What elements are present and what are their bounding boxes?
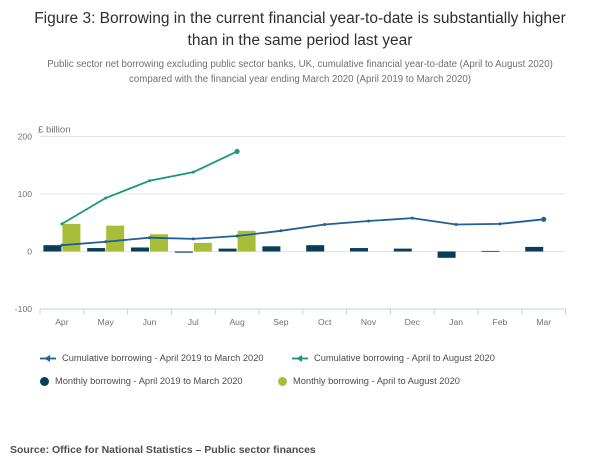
page-title: Figure 3: Borrowing in the current finan…: [34, 10, 566, 49]
data-point: [541, 216, 547, 222]
circle-marker-icon: [40, 376, 49, 386]
legend-label: Cumulative borrowing - April to August 2…: [314, 353, 495, 363]
x-tick-label: Oct: [318, 317, 332, 327]
x-tick-label: May: [98, 317, 115, 327]
y-axis-unit-label: £ billion: [38, 125, 71, 136]
source-note: Source: Office for National Statistics –…: [10, 444, 316, 456]
legend-item-monthly-2019: Monthly borrowing - April 2019 to March …: [40, 376, 243, 386]
legend-item-cumulative-2020: Cumulative borrowing - April to August 2…: [292, 353, 495, 363]
line-marker-icon: [292, 354, 308, 362]
data-point: [60, 243, 64, 247]
bar-may-s1: [106, 225, 125, 252]
x-tick-label: Sep: [273, 317, 289, 327]
line-series-1: [61, 150, 238, 225]
chart-canvas: 200 100 0 -100 £ billion Apr May Jun Jul Aug Sep Oc…: [15, 125, 567, 327]
bar-mar-s0: [525, 246, 544, 252]
x-tick-label: Aug: [229, 317, 245, 327]
bar-may-s0: [87, 248, 106, 252]
legend-item-monthly-2020: Monthly borrowing - April to August 2020: [278, 376, 460, 386]
data-point: [191, 170, 195, 174]
y-tick-label: 200: [18, 132, 33, 142]
x-tick-label: Jul: [188, 317, 199, 327]
data-point: [148, 179, 151, 183]
ons-figure3-page: Figure 3: Borrowing in the current finan…: [0, 8, 600, 470]
data-point: [104, 240, 108, 244]
x-tick-label: Nov: [361, 317, 377, 327]
bar-jan-s0: [437, 251, 456, 258]
x-tick-label: Feb: [492, 317, 507, 327]
bar-jul-s1: [193, 242, 212, 252]
data-point: [191, 237, 195, 241]
legend-label: Monthly borrowing - April 2019 to March …: [55, 376, 243, 386]
data-point: [323, 222, 327, 226]
x-tick-label: Jan: [449, 317, 463, 327]
legend-label: Monthly borrowing - April to August 2020: [293, 376, 460, 386]
bar-feb-s0: [481, 250, 500, 252]
bar-jul-s0: [174, 251, 193, 253]
borrowing-chart: 200 100 0 -100 £ billion Apr May Jun Jul Aug Sep Oc…: [0, 108, 600, 343]
data-point: [235, 234, 239, 238]
y-tick-label: -100: [15, 304, 32, 314]
line-series-0: [61, 217, 544, 247]
bar-jun-s0: [131, 247, 149, 252]
x-tick-label: Jun: [143, 317, 157, 327]
y-tick-label: 0: [27, 247, 32, 257]
data-point: [60, 222, 64, 226]
legend-label: Cumulative borrowing - April 2019 to Mar…: [62, 353, 264, 363]
bar-aug-s0: [218, 248, 237, 252]
bar-sep-s0: [262, 246, 281, 252]
data-point: [148, 236, 151, 240]
x-tick-label: Mar: [536, 317, 551, 327]
data-point: [367, 219, 370, 223]
data-point: [454, 222, 458, 226]
data-point: [234, 148, 240, 155]
x-tick-label: Dec: [405, 317, 421, 327]
data-point: [104, 196, 108, 200]
chart-legend: Cumulative borrowing - April 2019 to Mar…: [0, 351, 600, 399]
bar-oct-s0: [306, 245, 325, 252]
legend-item-cumulative-2019: Cumulative borrowing - April 2019 to Mar…: [40, 353, 264, 363]
chart-subtitle: Public sector net borrowing excluding pu…: [47, 59, 553, 85]
bar-jun-s1: [150, 234, 168, 252]
x-tick-label: Apr: [55, 317, 69, 327]
bar-apr-s1: [62, 223, 81, 252]
bar-dec-s0: [393, 248, 412, 252]
bar-apr-s0: [43, 245, 62, 252]
circle-marker-icon: [278, 376, 287, 386]
data-point: [410, 216, 414, 220]
line-marker-icon: [40, 354, 56, 362]
bar-nov-s0: [350, 248, 368, 252]
data-point: [279, 229, 283, 233]
data-point: [498, 222, 502, 226]
y-tick-label: 100: [18, 189, 33, 199]
